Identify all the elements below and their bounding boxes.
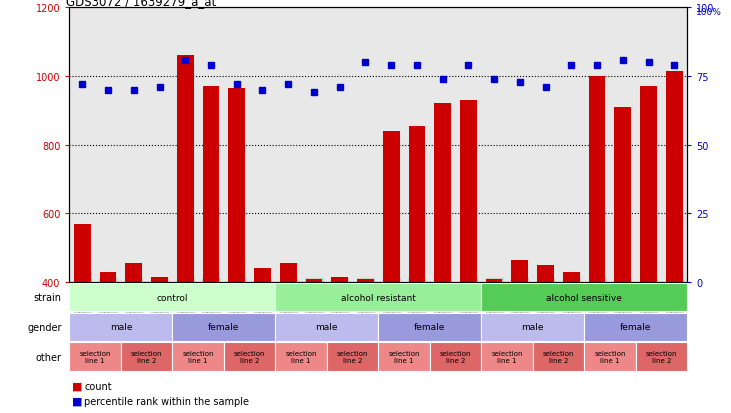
Bar xyxy=(533,342,584,371)
Bar xyxy=(481,342,533,371)
Text: selection
line 2: selection line 2 xyxy=(542,350,575,363)
Text: ■: ■ xyxy=(72,396,82,406)
Text: other: other xyxy=(36,352,61,362)
Text: strain: strain xyxy=(34,292,61,302)
Bar xyxy=(481,283,687,312)
Text: alcohol resistant: alcohol resistant xyxy=(341,293,416,302)
Bar xyxy=(636,342,687,371)
Bar xyxy=(276,342,327,371)
Text: female: female xyxy=(208,323,240,332)
Bar xyxy=(379,313,481,342)
Bar xyxy=(69,342,121,371)
Bar xyxy=(460,101,477,282)
Bar xyxy=(584,342,636,371)
Text: GDS3072 / 1639279_a_at: GDS3072 / 1639279_a_at xyxy=(67,0,216,8)
Bar xyxy=(69,283,276,312)
Bar xyxy=(512,260,529,282)
Bar xyxy=(99,272,116,282)
Text: percentile rank within the sample: percentile rank within the sample xyxy=(84,396,249,406)
Bar xyxy=(588,77,605,282)
Bar xyxy=(379,342,430,371)
Bar xyxy=(280,263,297,282)
Bar xyxy=(173,313,276,342)
Bar xyxy=(430,342,481,371)
Text: selection
line 1: selection line 1 xyxy=(80,350,111,363)
Bar xyxy=(202,87,219,282)
Bar xyxy=(666,72,683,282)
Bar xyxy=(254,269,271,282)
Bar xyxy=(563,272,580,282)
Bar xyxy=(276,313,379,342)
Text: selection
line 1: selection line 1 xyxy=(182,350,214,363)
Bar xyxy=(537,266,554,282)
Bar xyxy=(306,279,322,282)
Bar xyxy=(584,313,687,342)
Bar xyxy=(224,342,276,371)
Bar xyxy=(228,89,245,282)
Text: 100%: 100% xyxy=(697,8,722,17)
Text: selection
line 1: selection line 1 xyxy=(285,350,317,363)
Text: selection
line 1: selection line 1 xyxy=(491,350,523,363)
Text: selection
line 2: selection line 2 xyxy=(337,350,368,363)
Text: selection
line 2: selection line 2 xyxy=(645,350,677,363)
Bar xyxy=(615,108,631,282)
Text: selection
line 2: selection line 2 xyxy=(131,350,162,363)
Bar xyxy=(481,313,584,342)
Bar xyxy=(357,279,374,282)
Bar xyxy=(409,126,425,282)
Bar xyxy=(74,224,91,282)
Text: selection
line 1: selection line 1 xyxy=(388,350,420,363)
Bar xyxy=(640,87,657,282)
Text: female: female xyxy=(620,323,651,332)
Text: selection
line 2: selection line 2 xyxy=(440,350,471,363)
Bar xyxy=(276,283,481,312)
Text: ■: ■ xyxy=(72,381,82,391)
Text: selection
line 1: selection line 1 xyxy=(594,350,626,363)
Bar xyxy=(173,342,224,371)
Text: female: female xyxy=(414,323,445,332)
Text: selection
line 2: selection line 2 xyxy=(234,350,265,363)
Text: male: male xyxy=(316,323,338,332)
Bar xyxy=(121,342,173,371)
Text: male: male xyxy=(521,323,544,332)
Bar xyxy=(327,342,379,371)
Bar xyxy=(434,104,451,282)
Bar xyxy=(69,313,173,342)
Text: male: male xyxy=(110,323,132,332)
Text: count: count xyxy=(84,381,112,391)
Text: gender: gender xyxy=(27,322,61,332)
Bar xyxy=(177,56,194,282)
Bar xyxy=(331,278,348,282)
Bar xyxy=(126,263,142,282)
Bar xyxy=(383,132,400,282)
Bar xyxy=(485,279,502,282)
Text: alcohol sensitive: alcohol sensitive xyxy=(546,293,622,302)
Text: control: control xyxy=(156,293,188,302)
Bar xyxy=(151,278,168,282)
